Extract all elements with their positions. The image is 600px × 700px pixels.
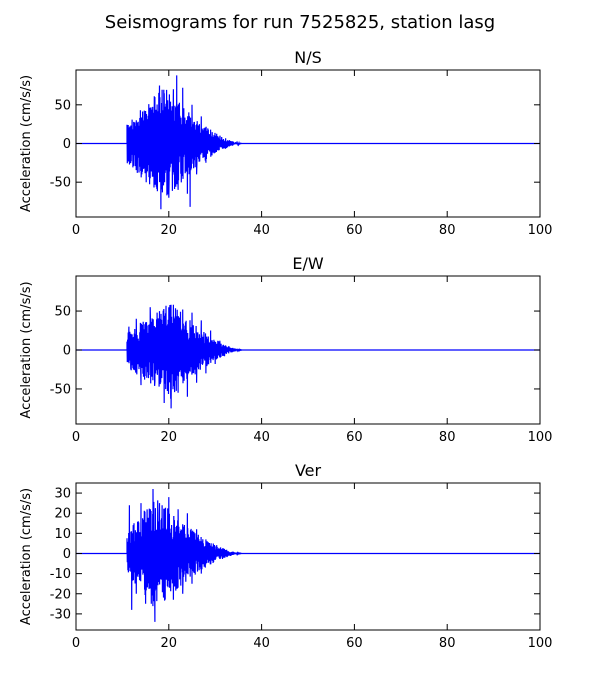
y-axis-label: Acceleration (cm/s/s) <box>19 75 34 212</box>
x-tick-label: 40 <box>253 430 270 445</box>
subplot-title: E/W <box>292 254 324 273</box>
x-tick-label: 80 <box>439 223 456 238</box>
figure-title: Seismograms for run 7525825, station las… <box>105 12 495 33</box>
x-tick-label: 100 <box>528 430 553 445</box>
y-tick-label: 50 <box>54 98 71 113</box>
x-tick-label: 0 <box>72 636 80 651</box>
subplot-1: N/S Acceleration (cm/s/s) 0 20 40 60 80 100 50 0 -… <box>19 48 552 238</box>
subplot-title: Ver <box>295 461 322 480</box>
x-tick-label: 80 <box>439 430 456 445</box>
x-tick-label: 60 <box>346 636 363 651</box>
x-tick-label: 100 <box>528 636 553 651</box>
y-tick-label: 0 <box>63 137 71 152</box>
waveform-trace <box>76 488 540 622</box>
x-tick-label: 20 <box>161 636 178 651</box>
y-tick-label: -20 <box>50 587 71 602</box>
x-tick-label: 60 <box>346 430 363 445</box>
waveform-trace <box>76 304 540 409</box>
x-tick-label: 40 <box>253 636 270 651</box>
x-tick-label: 0 <box>72 430 80 445</box>
waveform-trace <box>76 75 540 210</box>
y-tick-label: 50 <box>54 305 71 320</box>
y-axis-label: Acceleration (cm/s/s) <box>19 281 34 418</box>
subplot-title: N/S <box>294 48 322 67</box>
y-tick-label: 30 <box>54 487 71 502</box>
y-tick-label: 0 <box>63 344 71 359</box>
y-axis-label: Acceleration (cm/s/s) <box>19 488 34 625</box>
y-tick-label: -50 <box>50 176 71 191</box>
x-tick-label: 60 <box>346 223 363 238</box>
x-tick-label: 20 <box>161 430 178 445</box>
x-tick-label: 80 <box>439 636 456 651</box>
x-tick-label: 40 <box>253 223 270 238</box>
x-tick-label: 20 <box>161 223 178 238</box>
y-tick-label: 0 <box>63 547 71 562</box>
y-tick-label: -30 <box>50 607 71 622</box>
y-tick-label: -10 <box>50 567 71 582</box>
y-tick-label: 10 <box>54 527 71 542</box>
x-tick-label: 100 <box>528 223 553 238</box>
y-tick-label: -50 <box>50 382 71 397</box>
subplot-2: E/W Acceleration (cm/s/s) 0 20 40 60 80 100 50 0 -… <box>19 254 552 445</box>
y-tick-label: 20 <box>54 507 71 522</box>
x-tick-label: 0 <box>72 223 80 238</box>
axes-frame <box>75 482 541 631</box>
